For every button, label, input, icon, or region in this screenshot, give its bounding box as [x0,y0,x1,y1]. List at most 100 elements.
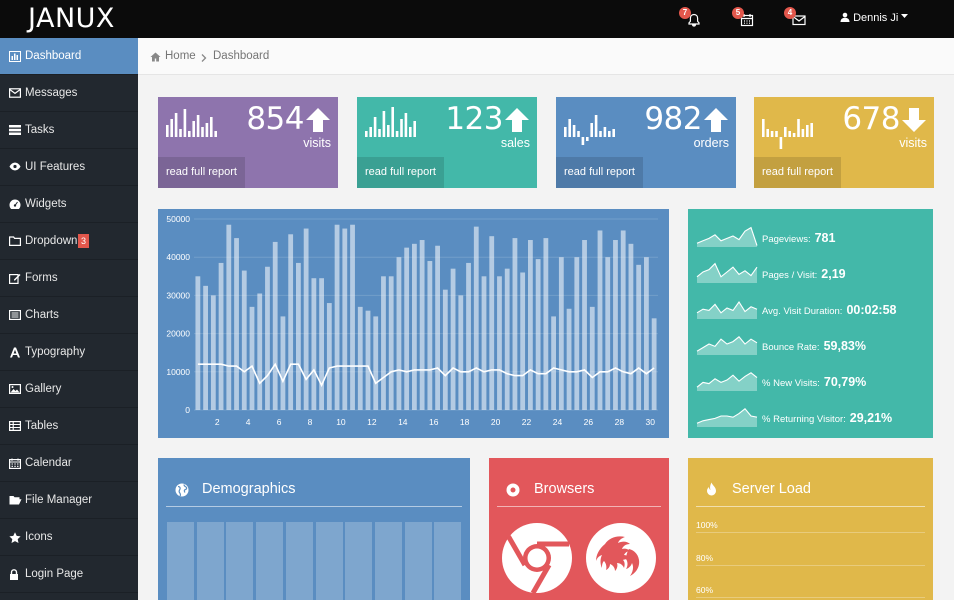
envelope-icon [9,88,21,98]
sidebar-item-charts[interactable]: Charts [0,297,138,334]
read-full-report-link[interactable]: read full report [158,157,245,188]
x-tick-label: 18 [460,417,470,427]
kpi-label-text: Pages / Visit: [762,270,818,281]
sparkbar [196,115,200,137]
chart-bar [628,243,634,410]
calendar-badge: 5 [732,7,744,19]
sidebar-item-label: Login Page [25,568,84,580]
sidebar-item-widgets[interactable]: Widgets [0,186,138,223]
top-navbar: JANUX 7 5 4 Dennis Ji [0,0,954,38]
sidebar-item-ui-features[interactable]: UI Features [0,149,138,186]
stat-box-orders-3: 982 orders read full report [556,97,736,188]
sidebar-item-dashboard[interactable]: Dashboard [0,38,138,75]
sparkline-area [697,372,757,391]
messages-button[interactable]: 4 [784,7,809,29]
sidebar-item-label: Calendar [25,457,72,469]
sidebar-item-login-page[interactable]: Login Page [0,556,138,593]
kpi-sparkline [696,301,758,319]
sparkbar [564,127,567,137]
dashboard-icon [9,199,21,209]
sparkline-area [697,302,757,319]
sparkline-stroke [696,336,758,352]
chart-bar [620,230,626,410]
kpi-value: 2,19 [821,267,846,281]
sparkbar [365,131,368,137]
server-grid-line [696,532,925,533]
sparkline-stroke [696,408,758,424]
kpi-label-text: Pageviews: [762,234,811,245]
kpi-row: Pageviews: 781 [688,218,933,254]
x-tick-label: 10 [336,417,346,427]
picture-icon [9,384,21,394]
brand-logo[interactable]: JANUX [28,3,115,34]
folder-open-icon [9,496,22,505]
browsers-panel: Browsers [489,458,669,600]
y-tick-label: 30000 [166,290,190,300]
demographics-column [315,522,343,600]
sparkbar [192,121,195,137]
sidebar-item-forms[interactable]: Forms [0,260,138,297]
sparkline-stroke [696,262,758,278]
breadcrumb-home[interactable]: Home [165,50,196,62]
chart-bar [265,266,270,410]
chart-line [197,362,655,388]
sparkbar-chart [365,107,416,137]
chart-bar [404,247,410,410]
x-tick-label: 20 [491,417,501,427]
kpi-row: % New Visits: 70,79% [688,362,933,398]
breadcrumb: Home Dashboard [138,38,954,75]
chart-bar [613,240,618,410]
demographics-column [434,522,462,600]
kpi-label: % Returning Visitor: 29,21% [762,411,892,425]
read-full-report-link[interactable]: read full report [357,157,444,188]
kpi-label: Pageviews: 781 [762,231,835,245]
chart-bar [303,228,309,410]
read-full-report-link[interactable]: read full report [556,157,643,188]
x-tick-label: 30 [646,417,656,427]
sidebar-item-typography[interactable]: Typography [0,334,138,371]
sidebar-item-label: Tasks [25,124,55,136]
notifications-button[interactable]: 7 [679,7,704,29]
sidebar-item-messages[interactable]: Messages [0,75,138,112]
firefox-logo-icon [586,523,656,593]
sparkbar [612,129,615,137]
chart-bar [381,276,386,410]
chart-bar [551,316,556,410]
read-full-report-link[interactable]: read full report [754,157,841,188]
sparkbar [788,131,791,137]
sparkbar [183,109,187,137]
chart-bar [558,257,564,410]
sparkbar [590,123,593,137]
sparkbar [599,131,602,137]
sidebar-item-tables[interactable]: Tables [0,408,138,445]
stat-value: 854 [246,101,304,137]
chart-bar [288,234,294,410]
user-menu[interactable]: Dennis Ji [840,12,909,24]
sparkline-area [697,336,757,355]
sidebar-item-file-manager[interactable]: File Manager [0,482,138,519]
kpi-value: 781 [814,231,836,245]
sparkbar-chart [166,109,217,137]
chrome-logo-icon [502,523,572,594]
kpi-label-text: Avg. Visit Duration: [762,306,843,317]
sidebar-item-calendar[interactable]: Calendar [0,445,138,482]
kpi-panel: Pageviews: 781 Pages / Visit: 2,19 Avg. Visi… [688,209,933,438]
sidebar-item-dropdown[interactable]: Dropdown 3 [0,223,138,260]
home-icon [150,52,161,62]
kpi-sparkline [696,336,758,355]
sidebar-item-label: Typography [25,346,86,358]
stat-box-visits-1: 854 visits read full report [158,97,338,188]
server-load-panel: Server Load 100% 80% 60% [688,458,933,600]
sidebar-item-tasks[interactable]: Tasks [0,112,138,149]
chart-bar [535,259,541,410]
sparkline-stroke [696,372,758,388]
kpi-sparkline [696,262,758,283]
calendar-button[interactable]: 5 [732,7,757,29]
stat-box-visits-4: 678 visits read full report [754,97,934,188]
sidebar-item-gallery[interactable]: Gallery [0,371,138,408]
chart-bar [481,276,487,410]
globe-icon [175,483,189,497]
tasks-icon [9,125,21,135]
sparkline-stroke [696,226,758,246]
sidebar-item-icons[interactable]: Icons [0,519,138,556]
